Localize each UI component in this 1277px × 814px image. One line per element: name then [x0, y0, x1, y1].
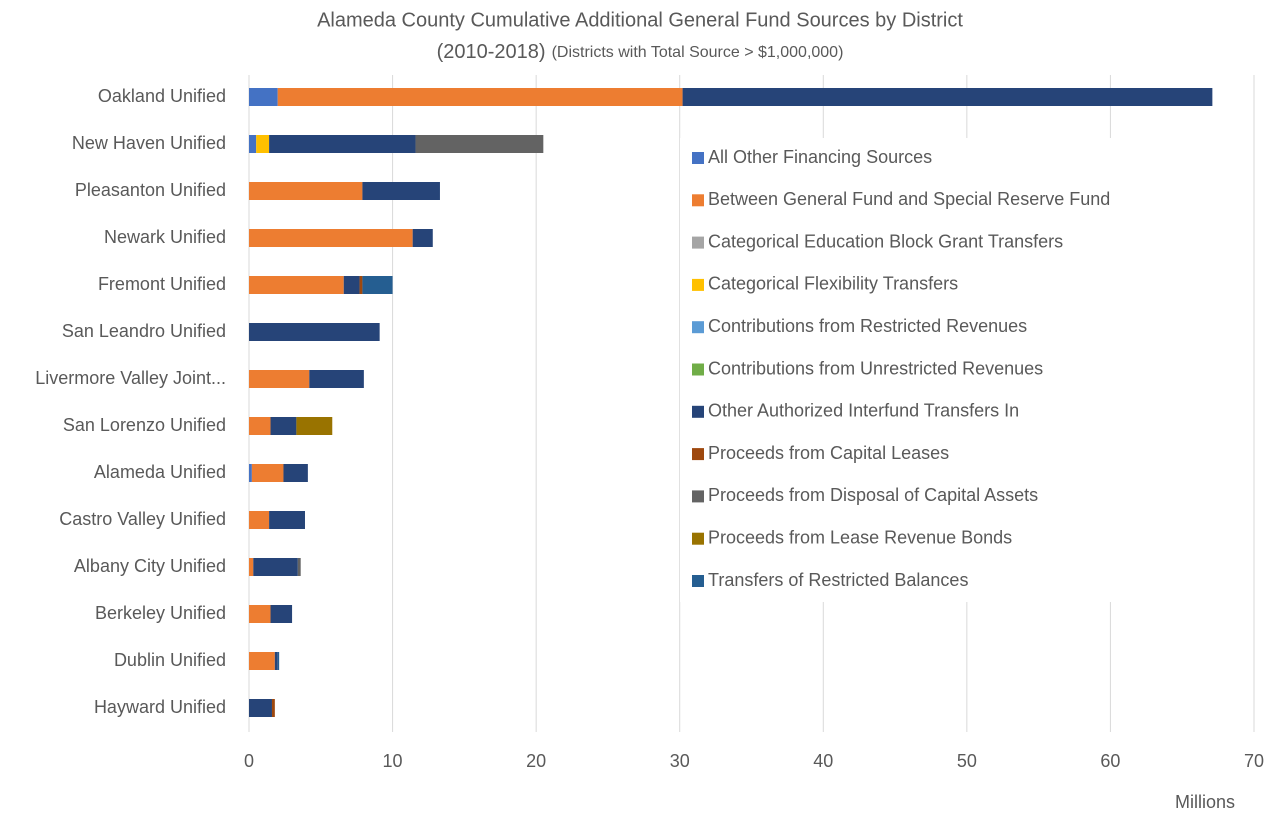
- bar-segment: [412, 229, 433, 247]
- y-tick-label: Fremont Unified: [98, 274, 226, 294]
- bar-segment: [249, 558, 254, 576]
- x-tick-label: 40: [813, 751, 833, 771]
- x-tick-label: 20: [526, 751, 546, 771]
- legend-swatch: [692, 532, 704, 545]
- legend: All Other Financing Sources Between Gener…: [680, 138, 1200, 602]
- y-tick-label: Newark Unified: [104, 227, 226, 247]
- bar-segment: [362, 182, 440, 200]
- legend-swatch: [692, 575, 704, 587]
- bar-segment: [343, 276, 360, 294]
- legend-background: [680, 138, 1200, 602]
- legend-swatch: [692, 448, 704, 461]
- y-tick-label: Pleasanton Unified: [75, 180, 226, 200]
- legend-label: Proceeds from Lease Revenue Bonds: [708, 527, 1012, 547]
- y-tick-label: Castro Valley Unified: [59, 509, 226, 529]
- bar-segment: [251, 464, 284, 482]
- bar-segment: [249, 229, 413, 247]
- bar-segment: [249, 417, 271, 435]
- bar-segment: [249, 652, 275, 670]
- x-tick-label: 60: [1100, 751, 1120, 771]
- legend-swatch: [692, 490, 704, 503]
- legend-label: Proceeds from Capital Leases: [708, 443, 949, 463]
- legend-swatch: [692, 194, 704, 207]
- bar-segment: [270, 605, 293, 623]
- y-tick-label: Livermore Valley Joint...: [35, 368, 226, 388]
- bar-segment: [249, 135, 257, 153]
- legend-label: Categorical Education Block Grant Transf…: [708, 231, 1063, 251]
- legend-label: Transfers of Restricted Balances: [708, 570, 968, 590]
- legend-label: All Other Financing Sources: [708, 147, 932, 167]
- x-axis-label: Millions: [1175, 792, 1235, 812]
- bar-segment: [359, 276, 363, 294]
- legend-label: Between General Fund and Special Reserve…: [708, 189, 1110, 209]
- y-tick-label: Alameda Unified: [94, 462, 226, 482]
- y-tick-label: New Haven Unified: [72, 133, 226, 153]
- chart-title-period: (2010-2018): [437, 41, 546, 63]
- y-tick-label: Hayward Unified: [94, 697, 226, 717]
- x-tick-label: 10: [383, 751, 403, 771]
- legend-label: Other Authorized Interfund Transfers In: [708, 401, 1019, 421]
- x-tick-label: 50: [957, 751, 977, 771]
- y-tick-label: Albany City Unified: [74, 556, 226, 576]
- legend-label: Proceeds from Disposal of Capital Assets: [708, 485, 1038, 505]
- bar-segment: [283, 464, 308, 482]
- bar-segment: [253, 558, 298, 576]
- bar-segment: [682, 88, 1213, 106]
- bar-segment: [249, 88, 278, 106]
- bar-segment: [362, 276, 393, 294]
- bar-segment: [270, 417, 297, 435]
- bar-segment: [297, 558, 301, 576]
- legend-label: Contributions from Restricted Revenues: [708, 316, 1027, 336]
- legend-swatch: [692, 152, 704, 164]
- bar-segment: [296, 417, 333, 435]
- x-tick-label: 0: [244, 751, 254, 771]
- x-tick-label: 70: [1244, 751, 1264, 771]
- legend-swatch: [692, 278, 704, 291]
- chart-title: Alameda County Cumulative Additional Gen…: [317, 9, 963, 31]
- legend-swatch: [692, 363, 704, 376]
- legend-swatch: [692, 321, 704, 334]
- bar-segment: [249, 605, 271, 623]
- bar-segment: [274, 652, 278, 670]
- bar-segment: [256, 135, 270, 153]
- y-tick-label: Oakland Unified: [98, 86, 226, 106]
- bar-segment: [269, 511, 305, 529]
- legend-label: Contributions from Unrestricted Revenues: [708, 358, 1043, 378]
- bar-segment: [249, 511, 270, 529]
- bar-segment: [271, 699, 275, 717]
- bar-segment: [277, 652, 280, 670]
- bar-segment: [249, 464, 252, 482]
- y-tick-label: Berkeley Unified: [95, 603, 226, 623]
- bar-segment: [309, 370, 364, 388]
- bar-segment: [249, 276, 344, 294]
- bar-segment: [249, 182, 363, 200]
- x-tick-label: 30: [670, 751, 690, 771]
- y-tick-label: San Lorenzo Unified: [63, 415, 226, 435]
- chart-subtitle: (Districts with Total Source > $1,000,00…: [552, 44, 844, 61]
- bar-segment: [415, 135, 544, 153]
- legend-swatch: [692, 405, 704, 418]
- chart-title-line2: (2010-2018) (Districts with Total Source …: [437, 41, 844, 63]
- legend-label: Categorical Flexibility Transfers: [708, 274, 958, 294]
- bar-segment: [249, 370, 310, 388]
- y-tick-label: Dublin Unified: [114, 650, 226, 670]
- y-tick-label: San Leandro Unified: [62, 321, 226, 341]
- bar-segment: [249, 699, 272, 717]
- legend-swatch: [692, 236, 704, 249]
- bar-segment: [249, 323, 380, 341]
- bar-segment: [277, 88, 683, 106]
- bar-segment: [269, 135, 416, 153]
